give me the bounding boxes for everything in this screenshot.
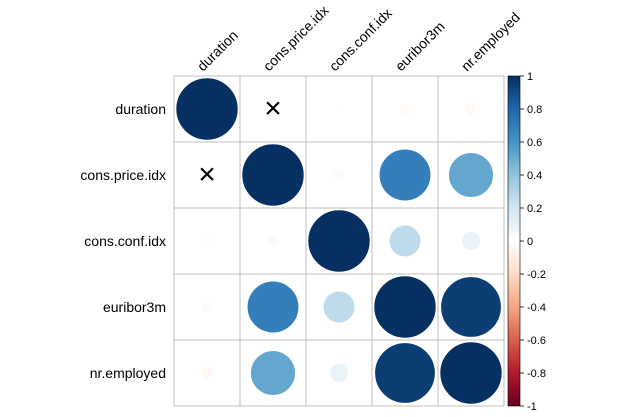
correlation-circle xyxy=(175,77,239,141)
row-label: duration xyxy=(115,101,166,117)
colorbar-tick-label: 0.6 xyxy=(527,137,542,149)
colorbar-tick-label: 0.8 xyxy=(527,104,542,116)
correlation-circle xyxy=(374,342,436,404)
colorbar-tick-label: -0.6 xyxy=(527,335,546,347)
row-label: cons.conf.idx xyxy=(84,233,166,249)
colorbar-tick-label: -0.2 xyxy=(527,269,546,281)
correlation-circle xyxy=(307,209,371,273)
colorbar-tick-label: 1 xyxy=(527,71,533,83)
colorbar-tick-label: 0.2 xyxy=(527,203,542,215)
correlation-circle xyxy=(200,366,214,380)
correlation-circle xyxy=(373,275,437,339)
correlation-circle xyxy=(439,341,503,405)
colorbar-tick-label: -0.8 xyxy=(527,368,546,380)
column-label: cons.price.idx xyxy=(260,2,332,74)
colorbar-tick-label: -1 xyxy=(527,401,537,413)
correlation-circle xyxy=(448,152,494,198)
column-label: cons.conf.idx xyxy=(326,5,395,74)
correlation-circle xyxy=(322,290,356,324)
row-label: euribor3m xyxy=(103,299,166,315)
correlation-circle xyxy=(464,102,478,116)
row-label: cons.price.idx xyxy=(80,167,166,183)
row-labels: duration cons.price.idx cons.conf.idx eurib… xyxy=(80,101,166,381)
correlation-circle xyxy=(335,105,343,113)
correlation-circle xyxy=(203,237,211,245)
correlation-circle xyxy=(329,363,349,383)
correlation-circle xyxy=(378,148,432,202)
correlation-circle xyxy=(241,143,305,207)
colorbar: 1 0.8 0.6 0.4 0.2 0 -0.2 -0.4 -0.6 -0.8 -1 xyxy=(507,71,546,413)
column-label: duration xyxy=(194,27,241,74)
correlation-circle xyxy=(440,276,502,338)
correlation-circle xyxy=(250,350,296,396)
insignificant-marker: × xyxy=(264,92,282,125)
column-label: nr.employed xyxy=(458,9,523,74)
row-label: nr.employed xyxy=(90,365,166,381)
correlation-circle xyxy=(388,224,422,258)
correlation-circle xyxy=(246,280,300,334)
column-label: euribor3m xyxy=(392,18,448,74)
matrix-cells: ×× xyxy=(175,77,503,405)
correlation-circle xyxy=(333,169,345,181)
correlation-circle xyxy=(201,301,213,313)
column-labels: duration cons.price.idxcons.conf.idxeurib… xyxy=(194,2,523,74)
colorbar-tick-label: -0.4 xyxy=(527,302,546,314)
correlation-circle xyxy=(267,235,279,247)
insignificant-marker: × xyxy=(198,158,216,191)
matrix-grid xyxy=(173,75,505,407)
colorbar-gradient xyxy=(507,75,521,407)
correlation-circle xyxy=(399,103,411,115)
colorbar-tick-label: 0 xyxy=(527,236,533,248)
colorbar-tick-label: 0.4 xyxy=(527,170,542,182)
correlation-circle xyxy=(461,231,481,251)
